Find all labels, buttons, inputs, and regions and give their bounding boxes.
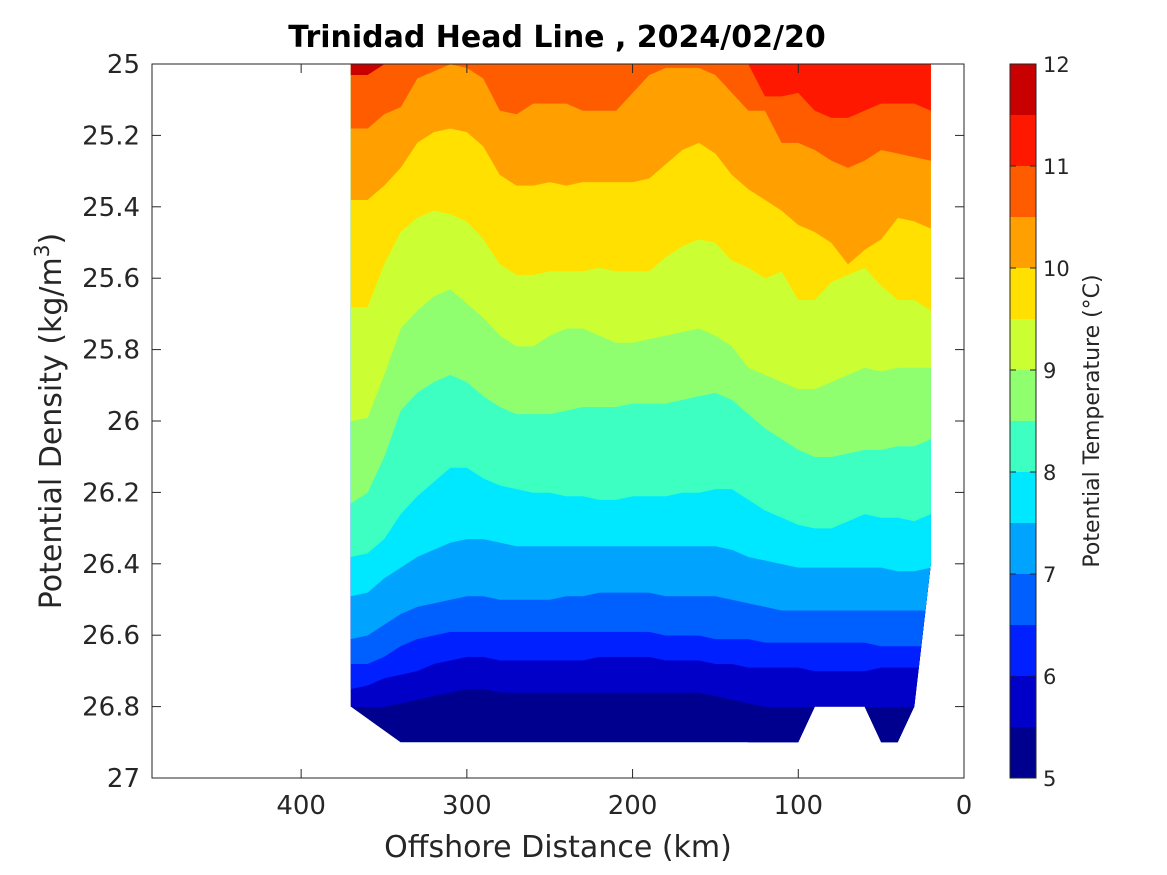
y-tick-label: 25.4 [82,193,140,223]
colorbar-label: Potential Temperature (°C) [1080,274,1105,567]
colorbar-swatch-5 [1010,727,1036,778]
y-axis-label: Potential Density (kg/m3) [30,233,69,609]
x-tick-label: 0 [956,791,973,821]
colorbar-tick-label: 12 [1043,53,1070,77]
y-axis-label-superscript: 3 [30,244,54,257]
y-axis-label-main: Potential Density (kg/m [34,257,69,609]
x-tick-label: 100 [773,791,823,821]
y-axis: 25 25.2 25.4 25.6 25.8 26 26.2 26.4 26.6 26.8 27 [82,50,964,794]
y-tick-label: 25 [107,50,140,80]
plot-area [151,63,965,779]
y-tick-label: 26 [107,407,140,437]
x-axis-label: Offshore Distance (km) [384,830,732,865]
y-tick-label: 26.2 [82,478,140,508]
colorbar-tick-label: 6 [1043,665,1056,689]
colorbar-swatch-6-5 [1010,574,1036,625]
colorbar-swatch-10-5 [1010,166,1036,217]
y-tick-label: 25.6 [82,264,140,294]
colorbar-swatch-7 [1010,523,1036,574]
y-axis-label-close: ) [34,233,69,245]
colorbar-swatch-9 [1010,319,1036,370]
y-tick-label: 25.2 [82,121,140,151]
y-tick-label: 26.6 [82,621,140,651]
colorbar-tick-label: 10 [1043,257,1070,281]
x-tick-label: 200 [608,791,658,821]
contour-fills [350,64,931,743]
y-tick-label: 26.8 [82,693,140,723]
x-tick-label: 300 [442,791,492,821]
y-tick-label: 27 [107,764,140,794]
colorbar-swatch-9-5 [1010,268,1036,319]
x-axis: 400 300 200 100 0 [276,64,972,821]
colorbar-swatch-7-5 [1010,472,1036,523]
colorbar-swatch-5-5 [1010,676,1036,727]
y-tick-label: 25.8 [82,336,140,366]
contour-band-above-11 [350,64,931,118]
y-tick-label: 26.4 [82,550,140,580]
colorbar-tick-label: 11 [1043,155,1070,179]
colorbar-tick-label: 7 [1043,563,1056,587]
colorbar-swatch-6 [1010,625,1036,676]
colorbar-swatch-8 [1010,421,1036,472]
chart-title: Trinidad Head Line , 2024/02/20 [288,20,825,55]
x-tick-label: 400 [276,791,326,821]
colorbar-tick-label: 5 [1043,767,1056,791]
colorbar-frame [1009,63,1037,779]
colorbar-tick-label: 9 [1043,359,1056,383]
colorbar-swatch-11 [1010,115,1036,166]
colorbar-swatch-11-5 [1010,64,1036,115]
colorbar-swatch-10 [1010,217,1036,268]
colorbar: 5 6 7 8 9 10 11 12 [1009,53,1070,791]
colorbar-swatch-8-5 [1010,370,1036,421]
colorbar-tick-label: 8 [1043,461,1056,485]
